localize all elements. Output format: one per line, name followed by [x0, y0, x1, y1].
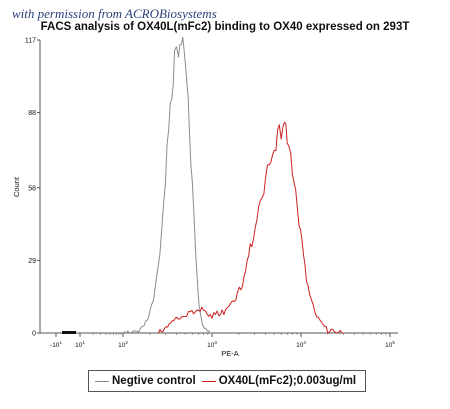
series-line-0 — [122, 36, 212, 334]
permission-watermark: with permission from ACROBiosystems — [12, 6, 217, 21]
x-tick-label-4: 104 — [296, 340, 306, 349]
legend-item-ox40l: OX40L(mFc2);0.003ug/ml — [201, 375, 357, 387]
y-tick-label-2: 58 — [28, 185, 36, 192]
x-tick-label-1: 101 — [75, 340, 85, 349]
y-tick-label-3: 88 — [28, 110, 36, 117]
legend-swatch-negative-control — [95, 380, 109, 382]
legend-swatch-ox40l — [201, 380, 216, 382]
series-line-1 — [157, 121, 344, 334]
chart-title: FACS analysis of OX40L(mFc2) binding to … — [40, 21, 410, 33]
x-tick-label-0: -101 — [50, 340, 62, 349]
y-axis-label: Count — [12, 176, 21, 197]
y-tick-label-0: 0 — [32, 331, 36, 338]
x-axis-zero-marker — [62, 331, 76, 334]
legend-item-negative-control: Negtive control — [95, 375, 196, 387]
y-tick-label-1: 29 — [28, 258, 36, 265]
legend: Negtive control OX40L(mFc2);0.003ug/ml — [88, 370, 366, 392]
x-tick-label-5: 105 — [385, 340, 395, 349]
x-axis-label: PE-A — [221, 349, 239, 358]
legend-label-negative-control: Negtive control — [112, 375, 196, 387]
x-tick-label-3: 103 — [207, 340, 217, 349]
legend-label-ox40l: OX40L(mFc2);0.003ug/ml — [218, 375, 357, 387]
y-tick-label-4: 117 — [25, 38, 36, 45]
x-tick-label-2: 102 — [118, 340, 128, 349]
